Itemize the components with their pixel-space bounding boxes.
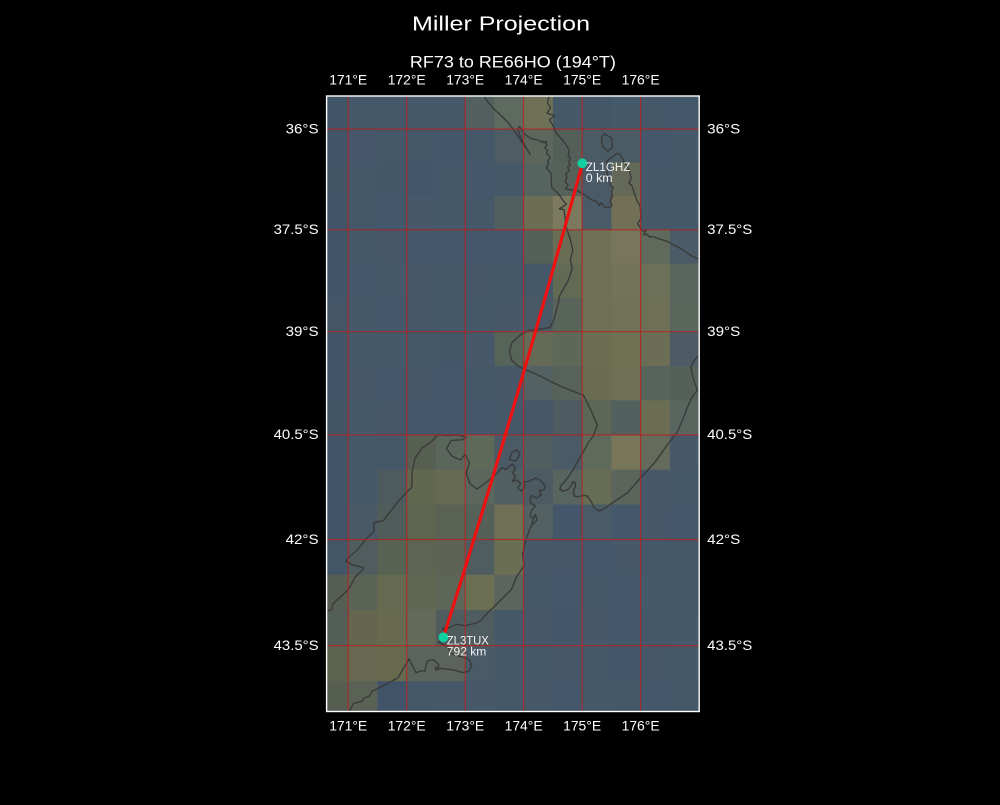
svg-text:43.5°S: 43.5°S xyxy=(707,637,752,653)
svg-text:792 km: 792 km xyxy=(447,647,487,659)
svg-text:40.5°S: 40.5°S xyxy=(707,426,752,442)
svg-text:171°E: 171°E xyxy=(329,718,367,734)
svg-text:39°S: 39°S xyxy=(286,323,319,339)
svg-text:40.5°S: 40.5°S xyxy=(274,426,319,442)
svg-text:43.5°S: 43.5°S xyxy=(274,637,319,653)
svg-text:37.5°S: 37.5°S xyxy=(274,221,319,237)
svg-text:37.5°S: 37.5°S xyxy=(707,221,752,237)
svg-text:176°E: 176°E xyxy=(622,72,660,88)
svg-text:42°S: 42°S xyxy=(286,531,319,547)
svg-text:173°E: 173°E xyxy=(446,72,484,88)
svg-text:172°E: 172°E xyxy=(388,72,426,88)
svg-text:36°S: 36°S xyxy=(286,120,319,136)
svg-text:Miller Projection: Miller Projection xyxy=(412,14,590,36)
svg-text:174°E: 174°E xyxy=(505,72,543,88)
svg-text:175°E: 175°E xyxy=(563,72,601,88)
svg-text:173°E: 173°E xyxy=(446,718,484,734)
svg-text:0 km: 0 km xyxy=(586,173,613,185)
svg-text:39°S: 39°S xyxy=(707,323,740,339)
svg-text:RF73 to RE66HO (194°T): RF73 to RE66HO (194°T) xyxy=(410,53,616,72)
svg-text:ZL1GHZ: ZL1GHZ xyxy=(586,162,631,174)
svg-text:ZL3TUX: ZL3TUX xyxy=(447,635,489,647)
svg-text:171°E: 171°E xyxy=(329,72,367,88)
svg-text:42°S: 42°S xyxy=(707,531,740,547)
svg-text:174°E: 174°E xyxy=(505,718,543,734)
svg-text:36°S: 36°S xyxy=(707,120,740,136)
svg-text:175°E: 175°E xyxy=(563,718,601,734)
svg-text:176°E: 176°E xyxy=(622,718,660,734)
svg-text:172°E: 172°E xyxy=(388,718,426,734)
